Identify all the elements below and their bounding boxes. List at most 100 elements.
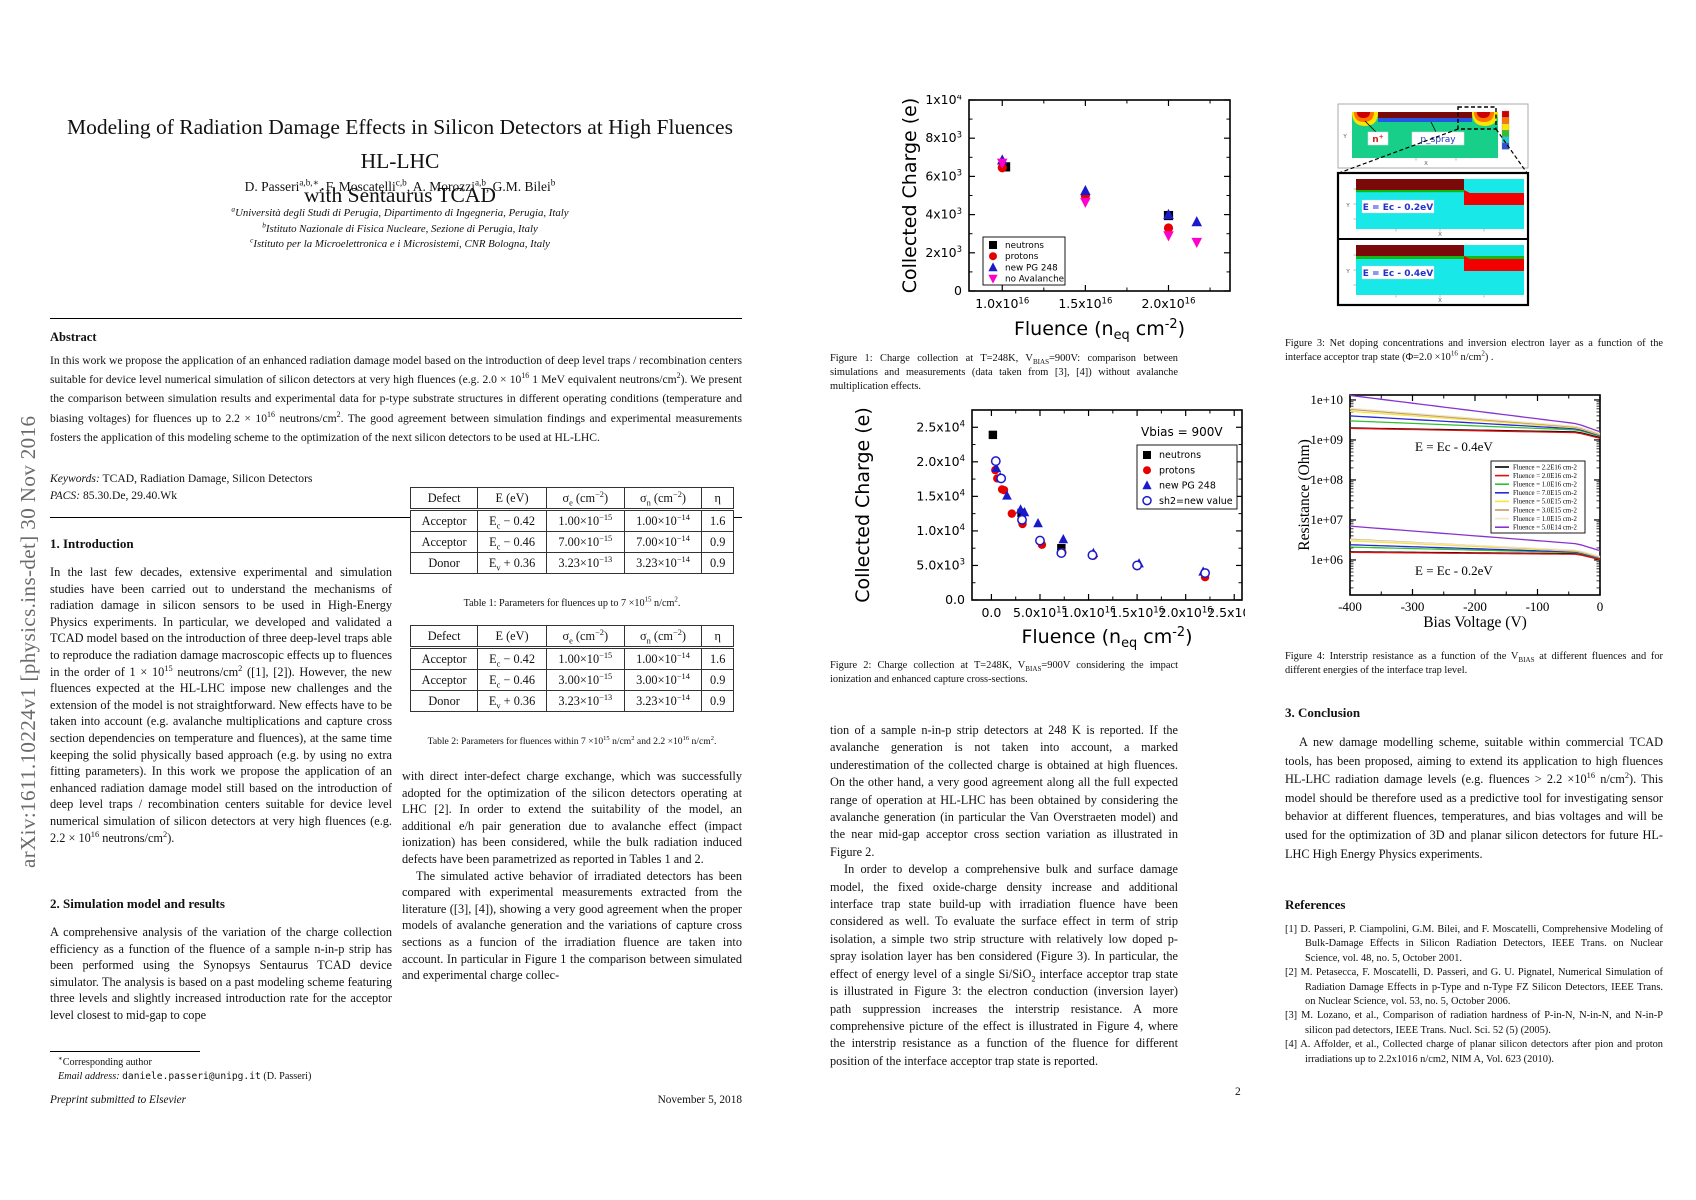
table-2: Defect E (eV) σe (cm−2) σn (cm−2) η Acceptor E… — [409, 625, 734, 712]
svg-text:Fluence (neq cm-2): Fluence (neq cm-2) — [1014, 317, 1185, 343]
svg-text:1.0x1016: 1.0x1016 — [1062, 605, 1116, 620]
table-header-cell: σe (cm−2) — [545, 487, 625, 511]
section-heading-simulation: 2. Simulation model and results — [50, 896, 225, 911]
table-cell: 3.00×10−14 — [623, 669, 703, 691]
table-cell: 0.9 — [701, 531, 734, 553]
svg-text:0.0: 0.0 — [981, 605, 1001, 620]
svg-text:1e+07: 1e+07 — [1310, 512, 1343, 527]
table-header-cell: σn (cm−2) — [623, 625, 703, 649]
svg-text:2.0x1016: 2.0x1016 — [1141, 296, 1195, 311]
svg-text:E = Ec - 0.2eV: E = Ec - 0.2eV — [1363, 203, 1433, 213]
table-cell: 7.00×10−15 — [545, 531, 625, 553]
svg-text:5.0x1015: 5.0x1015 — [1013, 605, 1067, 620]
svg-text:X: X — [1438, 298, 1442, 304]
svg-text:-200: -200 — [1463, 599, 1487, 614]
table-cell: 1.00×10−15 — [545, 647, 625, 670]
table-cell: Donor — [409, 552, 479, 574]
table-cell: 3.23×10−14 — [623, 690, 703, 712]
table-cell: Acceptor — [409, 531, 479, 553]
svg-text:4x103: 4x103 — [925, 207, 962, 222]
table-header-cell: σe (cm−2) — [545, 625, 625, 649]
table-header-cell: Defect — [409, 625, 479, 649]
keywords-block: Keywords: TCAD, Radiation Damage, Silico… — [50, 470, 742, 504]
table-row: Acceptor Ec − 0.42 1.00×10−15 1.00×10−14 1.6 — [409, 509, 734, 532]
reference-item: [2] M. Petasecca, F. Moscatelli, D. Pass… — [1285, 967, 1663, 1008]
svg-text:Fluence = 1.0E15 cm-2: Fluence = 1.0E15 cm-2 — [1513, 516, 1577, 523]
svg-text:Fluence = 1.0E16 cm-2: Fluence = 1.0E16 cm-2 — [1513, 482, 1577, 489]
affiliation: bIstituto Nazionale di Fisica Nucleare, … — [262, 219, 538, 235]
conclusion-text: A new damage modelling scheme, suitable … — [1285, 735, 1664, 861]
footer-date: November 5, 2018 — [657, 1094, 742, 1106]
references-list: [1] D. Passeri, P. Ciampolini, G.M. Bile… — [1285, 923, 1663, 1067]
svg-text:Y: Y — [1345, 269, 1350, 275]
svg-text:-400: -400 — [1338, 599, 1362, 614]
table-header-cell: Defect — [409, 487, 479, 511]
table-1-caption: Table 1: Parameters for fluences up to 7… — [463, 596, 681, 609]
page1-right-column-text: with direct inter-defect charge exchange… — [402, 768, 742, 984]
table-row: Acceptor Ec − 0.46 7.00×10−15 7.00×10−14 0.9 — [409, 531, 734, 553]
svg-text:protons: protons — [1005, 252, 1039, 262]
table-cell: Ev + 0.36 — [477, 690, 547, 712]
paragraph: The simulated active behavior of irradia… — [402, 868, 742, 983]
table-row: Acceptor Ec − 0.42 1.00×10−15 1.00×10−14 1.6 — [409, 647, 734, 670]
svg-text:-300: -300 — [1401, 599, 1425, 614]
table-header-cell: η — [701, 625, 734, 649]
table-cell: Ec − 0.46 — [477, 531, 547, 553]
svg-text:1.0x1016: 1.0x1016 — [975, 296, 1029, 311]
svg-text:new PG 248: new PG 248 — [1159, 481, 1216, 492]
table-cell: 0.9 — [701, 669, 734, 691]
table-cell: Donor — [409, 690, 479, 712]
figure2-caption: Figure 2: Charge collection at T=248K, V… — [830, 660, 1178, 685]
svg-text:1e+06: 1e+06 — [1310, 552, 1343, 567]
svg-text:neutrons: neutrons — [1159, 450, 1201, 461]
svg-text:Bias Voltage (V): Bias Voltage (V) — [1423, 614, 1527, 631]
affiliation: aUniversità degli Studi di Perugia, Dipa… — [231, 204, 569, 219]
footnote-divider — [50, 1051, 200, 1052]
figure4-interstrip-resistance-chart: -400 -300 -200 -100 0 1e+06 1e+07 1e+08 1e+09 1e+… — [1296, 392, 1604, 631]
svg-text:1x104: 1x104 — [925, 95, 962, 107]
table-cell: 3.23×10−13 — [545, 690, 625, 712]
svg-text:E = Ec - 0.4eV: E = Ec - 0.4eV — [1415, 439, 1493, 454]
email-address: daniele.passeri@unipg.it — [122, 1071, 261, 1082]
svg-text:1.5x104: 1.5x104 — [916, 488, 965, 503]
svg-text:Y: Y — [1345, 203, 1350, 209]
pacs-label: PACS: — [50, 489, 81, 502]
svg-text:-100: -100 — [1526, 599, 1550, 614]
svg-text:X: X — [1438, 232, 1442, 238]
table-cell: Ec − 0.46 — [477, 669, 547, 691]
table-cell: 1.6 — [701, 509, 734, 532]
table-cell: Acceptor — [409, 647, 479, 670]
affiliations: aUniversità degli Studi di Perugia, Dipa… — [53, 204, 747, 253]
svg-text:protons: protons — [1159, 465, 1195, 476]
svg-text:1e+09: 1e+09 — [1310, 432, 1343, 447]
svg-text:X: X — [1424, 161, 1428, 167]
email-label: Email address: — [58, 1071, 120, 1082]
svg-text:5.0x103: 5.0x103 — [916, 557, 965, 572]
table-cell: 1.6 — [701, 647, 734, 670]
figure2-charge-collection-chart: 0.0 5.0x10151.0x10161.5x10162.0x10162.5x1… — [852, 407, 1245, 651]
svg-text:2.5x1016: 2.5x1016 — [1207, 605, 1245, 620]
parameters-table: Defect E (eV) σe (cm−2) σn (cm−2) η Acceptor E… — [409, 487, 734, 574]
svg-text:neutrons: neutrons — [1005, 241, 1044, 251]
svg-text:1.5x1016: 1.5x1016 — [1110, 605, 1164, 620]
reference-item: [1] D. Passeri, P. Ciampolini, G.M. Bile… — [1285, 924, 1663, 964]
svg-text:Fluence = 5.0E15 cm-2: Fluence = 5.0E15 cm-2 — [1513, 499, 1577, 506]
table-cell: 0.9 — [701, 552, 734, 574]
svg-text:n+: n+ — [1372, 134, 1384, 145]
footnote-corresponding-author: ∗Corresponding author — [58, 1055, 152, 1068]
svg-text:no Avalanche: no Avalanche — [1005, 275, 1064, 285]
affiliation: cIstituto per la Microelettronica e i Mi… — [250, 235, 550, 250]
divider — [50, 517, 742, 518]
introduction-text: In the last few decades, extensive exper… — [50, 565, 392, 845]
page-title: Modeling of Radiation Damage Effects in … — [67, 115, 733, 207]
svg-text:0: 0 — [954, 283, 962, 298]
svg-text:8x103: 8x103 — [925, 130, 962, 145]
keywords-label: Keywords: — [50, 472, 100, 485]
table-header-cell: η — [701, 487, 734, 511]
reference-item: [3] M. Lozano, et al., Comparison of rad… — [1285, 1010, 1663, 1036]
abstract-text: In this work we propose the application … — [50, 354, 743, 444]
svg-text:Fluence = 2.2E16 cm-2: Fluence = 2.2E16 cm-2 — [1513, 464, 1577, 471]
svg-text:Fluence = 5.0E14 cm-2: Fluence = 5.0E14 cm-2 — [1513, 525, 1577, 532]
svg-text:0: 0 — [1597, 599, 1604, 614]
svg-text:Fluence (neq cm-2): Fluence (neq cm-2) — [1021, 625, 1192, 651]
